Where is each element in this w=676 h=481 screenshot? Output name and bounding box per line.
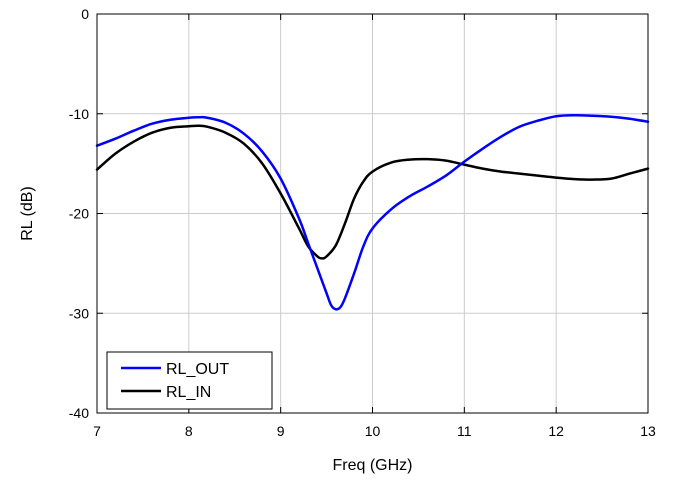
y-tick-label: -40 [69, 405, 89, 421]
y-tick-label: -20 [69, 206, 89, 222]
y-tick-label: -10 [69, 106, 89, 122]
x-tick-label: 7 [93, 423, 101, 439]
x-tick-label: 12 [548, 423, 564, 439]
grid [97, 14, 648, 413]
y-tick-label: -30 [69, 305, 89, 321]
y-tick-label: 0 [81, 6, 89, 22]
x-tick-label: 8 [185, 423, 193, 439]
legend-box [106, 351, 273, 410]
x-tick-label: 11 [457, 423, 472, 439]
legend: RL_OUT RL_IN [106, 351, 273, 410]
x-tick-label: 10 [365, 423, 381, 439]
legend-label-rl-in: RL_IN [166, 384, 211, 401]
x-axis-label: Freq (GHz) [333, 457, 413, 474]
tick-labels: 7 8 9 10 11 12 13 0 -10 -20 -30 -40 [69, 6, 656, 439]
x-tick-label: 9 [277, 423, 285, 439]
series-line-rl-out [95, 113, 650, 311]
ticks [96, 13, 649, 414]
x-tick-label: 13 [640, 423, 656, 439]
legend-label-rl-out: RL_OUT [166, 361, 229, 378]
series-line-rl-in [95, 124, 650, 260]
series-lines [95, 113, 650, 311]
y-axis-label: RL (dB) [19, 186, 36, 241]
